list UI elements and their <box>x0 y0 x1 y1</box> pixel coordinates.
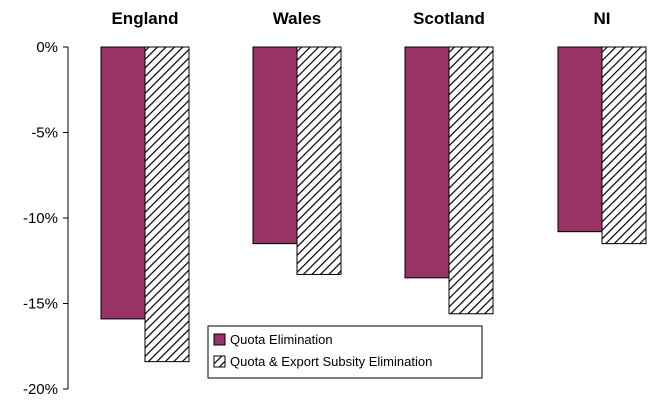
legend: Quota Elimination Quota & Export Subsity … <box>207 325 483 379</box>
bar-quota-export-elimination <box>601 46 647 245</box>
bar-quota-elimination <box>557 46 603 233</box>
y-tick-label: -15% <box>23 296 58 313</box>
bar-quota-export-elimination <box>144 46 190 363</box>
bar-quota-elimination <box>404 46 450 279</box>
category-label: Scotland <box>413 9 485 28</box>
category-labels: England Wales Scotland NI <box>111 9 610 28</box>
legend-label-quota: Quota Elimination <box>230 332 333 347</box>
y-tick-label: -10% <box>23 210 58 227</box>
bar-quota-elimination <box>252 46 298 245</box>
bar-quota-export-elimination <box>296 46 342 275</box>
legend-box <box>207 325 483 379</box>
category-label: Wales <box>273 9 322 28</box>
bars <box>100 46 647 363</box>
y-tick-label: 0% <box>36 39 58 56</box>
bar-quota-export-elimination <box>448 46 494 315</box>
y-tick-label: -20% <box>23 381 58 398</box>
legend-swatch-quota <box>213 333 226 346</box>
legend-label-quota-export: Quota & Export Subsity Elimination <box>230 354 432 369</box>
category-label: NI <box>594 9 611 28</box>
bar-quota-elimination <box>100 46 146 320</box>
y-axis: 0% -5% -10% -15% -20% <box>23 39 69 398</box>
y-tick-label: -5% <box>31 125 58 142</box>
category-label: England <box>111 9 178 28</box>
legend-swatch-quota-export <box>213 355 226 368</box>
